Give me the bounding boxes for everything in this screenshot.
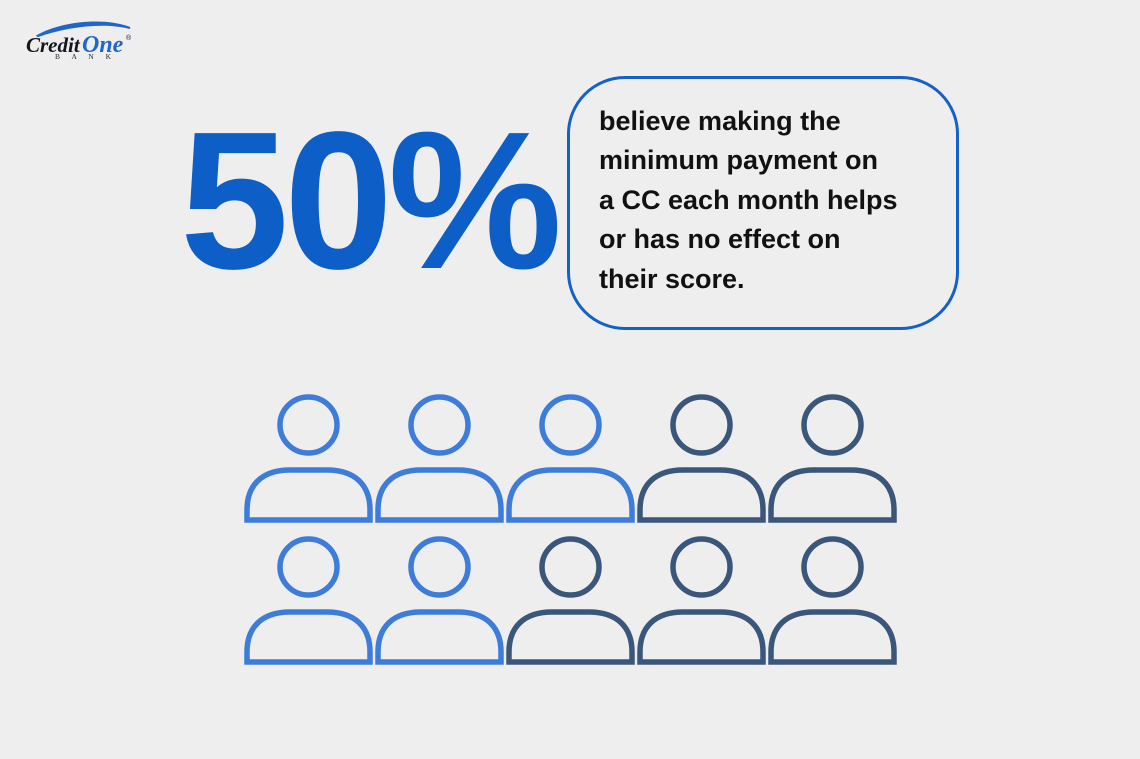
person-icon	[375, 394, 504, 523]
person-icon	[506, 394, 635, 523]
registered-mark: ®	[126, 34, 132, 42]
speech-bubble: believe making the minimum payment on a …	[567, 76, 959, 330]
bubble-line-4: or has no effect on	[599, 224, 841, 255]
logo-text-one: One	[82, 32, 124, 58]
person-icon	[768, 394, 897, 523]
people-grid	[243, 394, 898, 665]
bubble-line-1: believe making the	[599, 106, 841, 136]
logo-swoosh-icon	[36, 21, 131, 38]
bubble-line-2: minimum payment on	[599, 145, 879, 176]
person-icon	[506, 536, 635, 665]
credit-one-bank-logo: Credit One ® B A N K	[24, 13, 142, 61]
bubble-line-5: their score.	[599, 263, 745, 294]
person-icon	[637, 394, 766, 523]
person-icon	[637, 536, 766, 665]
stat-percentage: 50%	[180, 91, 562, 310]
person-icon	[244, 394, 373, 523]
person-icon	[768, 536, 897, 665]
person-icon	[375, 536, 504, 665]
logo-text-credit: Credit	[26, 33, 81, 57]
logo-text-bank: B A N K	[55, 52, 116, 61]
person-icon	[244, 536, 373, 665]
bubble-line-3: a CC each month helps	[599, 184, 898, 215]
logo-graphic: Credit One ® B A N K	[26, 21, 132, 61]
